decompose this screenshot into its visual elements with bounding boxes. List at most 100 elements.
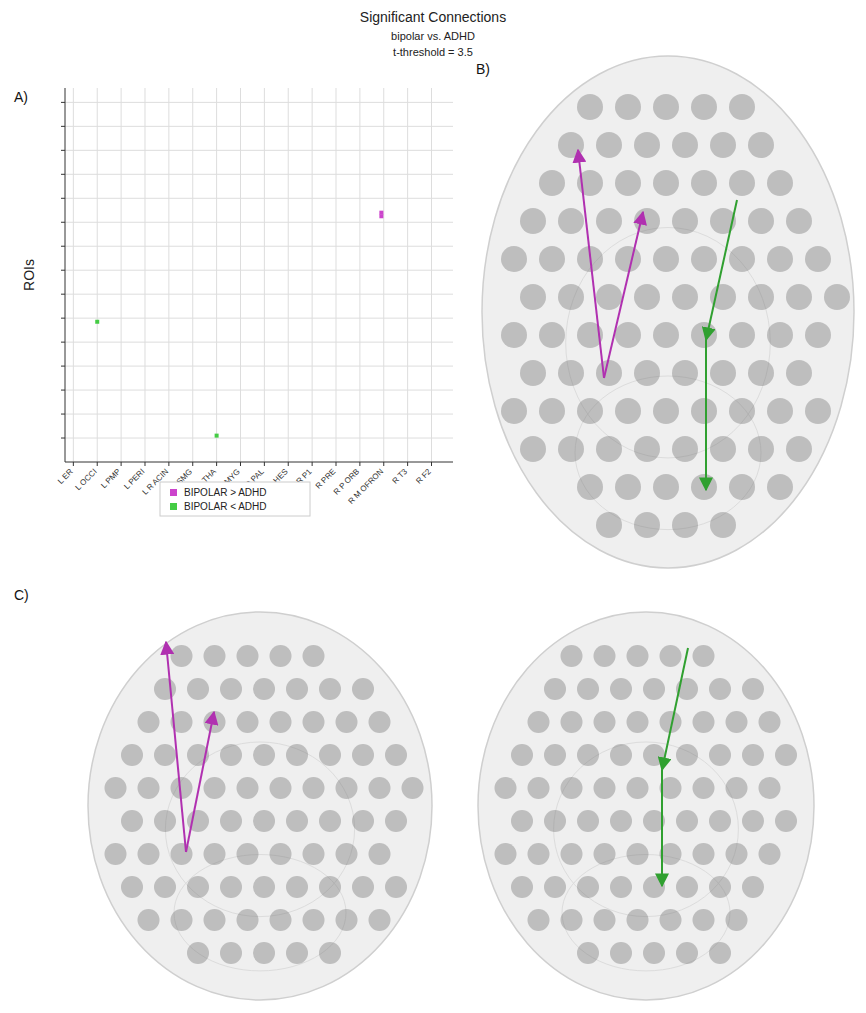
roi-node	[561, 711, 583, 733]
connection-arrow	[706, 200, 737, 340]
connection-arrow	[604, 212, 643, 378]
connection-arrow	[186, 712, 214, 852]
roi-node	[539, 322, 565, 348]
roi-node	[594, 777, 616, 799]
tick-label-x: L ER	[56, 467, 75, 486]
roi-node	[121, 810, 143, 832]
roi-node	[634, 512, 660, 538]
roi-node	[709, 810, 731, 832]
roi-node	[594, 909, 616, 931]
roi-node	[596, 512, 622, 538]
grid-line-x	[264, 88, 265, 462]
roi-node	[121, 744, 143, 766]
grid	[65, 88, 453, 462]
roi-node	[596, 132, 622, 158]
tick-y	[61, 294, 65, 295]
roi-node	[759, 777, 781, 799]
grid-line-y	[65, 342, 453, 343]
roi-node	[643, 744, 665, 766]
roi-node	[729, 322, 755, 348]
tick-x	[121, 462, 122, 466]
grid-line-x	[168, 88, 169, 462]
roi-node	[596, 436, 622, 462]
roi-node	[303, 711, 325, 733]
roi-node	[286, 942, 308, 964]
roi-node	[786, 360, 812, 386]
roi-node	[676, 942, 698, 964]
tick-x	[407, 462, 408, 466]
roi-node	[775, 744, 797, 766]
grid-line-x	[97, 88, 98, 462]
roi-node	[558, 284, 584, 310]
roi-node	[171, 645, 193, 667]
roi-node	[558, 132, 584, 158]
roi-node	[336, 711, 358, 733]
grid-line-y	[65, 318, 453, 319]
connection-arrow	[705, 340, 707, 490]
tick-y	[61, 390, 65, 391]
roi-node	[528, 909, 550, 931]
roi-node	[528, 843, 550, 865]
roi-node	[691, 94, 717, 120]
subtitle: bipolar vs. ADHD	[391, 30, 475, 42]
grid-line-x	[240, 88, 241, 462]
roi-node	[805, 322, 831, 348]
roi-node	[767, 170, 793, 196]
grid-line-x	[336, 88, 337, 462]
tick-y	[61, 198, 65, 199]
roi-node	[805, 398, 831, 424]
roi-node	[501, 246, 527, 272]
roi-node	[237, 909, 259, 931]
roi-node	[726, 843, 748, 865]
roi-node	[369, 777, 391, 799]
brain-outline	[478, 612, 814, 1000]
roi-node	[303, 843, 325, 865]
roi-node	[253, 678, 275, 700]
roi-node	[615, 474, 641, 500]
brain-inner	[554, 742, 739, 917]
roi-node	[596, 360, 622, 386]
grid-line-x	[216, 88, 217, 462]
roi-node	[220, 744, 242, 766]
grid-line-y	[65, 198, 453, 199]
tick-y	[61, 318, 65, 319]
roi-node	[710, 436, 736, 462]
roi-node	[171, 843, 193, 865]
tick-y	[61, 270, 65, 271]
roi-node	[742, 810, 764, 832]
grid-line-x	[288, 88, 289, 462]
grid-line-y	[65, 366, 453, 367]
roi-node	[786, 208, 812, 234]
roi-node	[676, 744, 698, 766]
roi-node	[558, 208, 584, 234]
roi-node	[627, 843, 649, 865]
roi-node	[748, 436, 774, 462]
tick-x	[383, 462, 384, 466]
grid-line-x	[359, 88, 360, 462]
cerebellum	[562, 855, 730, 971]
brain-b	[482, 56, 854, 568]
roi-node	[676, 810, 698, 832]
roi-node	[660, 645, 682, 667]
roi-node	[693, 777, 715, 799]
roi-node	[691, 322, 717, 348]
annotation: t-threshold = 3.5	[393, 46, 473, 58]
roi-node	[270, 777, 292, 799]
grid-line-x	[407, 88, 408, 462]
legend-label: BIPOLAR > ADHD	[184, 487, 267, 498]
roi-node	[319, 876, 341, 898]
tick-x	[73, 462, 74, 466]
roi-node	[693, 843, 715, 865]
roi-node	[204, 843, 226, 865]
tick-label-x: R T3	[391, 467, 410, 486]
roi-node	[710, 360, 736, 386]
roi-node	[691, 170, 717, 196]
point	[95, 320, 99, 324]
roi-node	[501, 322, 527, 348]
grid-line-x	[312, 88, 313, 462]
roi-node	[594, 645, 616, 667]
roi-node	[615, 170, 641, 196]
roi-node	[726, 777, 748, 799]
roi-node	[352, 678, 374, 700]
grid-line-y	[65, 174, 453, 175]
